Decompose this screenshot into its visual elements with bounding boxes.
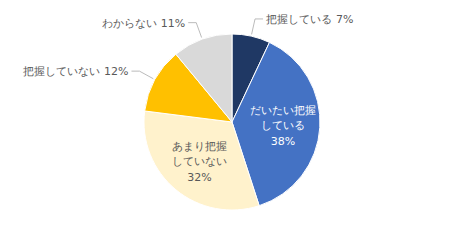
slice-category: あまり把握 — [172, 139, 227, 152]
leader-line — [252, 19, 263, 34]
slice-value: 12% — [104, 65, 128, 78]
slice-label: あまり把握していない 32% — [172, 139, 227, 183]
chart-container: 把握している 7% だいたい把握している 38% あまり把握していない 32% 把握していな… — [0, 0, 455, 229]
slice-label: わからない 11% — [102, 16, 185, 29]
slice-value: 38% — [271, 134, 295, 147]
slice-category: だいたい把握 — [250, 103, 316, 116]
slice-label: 把握している 7% — [266, 12, 353, 25]
labels: 把握している 7% だいたい把握している 38% あまり把握していない 32% 把握していな… — [23, 12, 353, 183]
slice-category: している — [261, 119, 305, 132]
slice-category: わからない — [102, 16, 157, 29]
pie-chart: 把握している 7% だいたい把握している 38% あまり把握していない 32% 把握していな… — [0, 0, 455, 229]
slice-category: 把握していない — [23, 65, 100, 78]
slices — [144, 34, 320, 210]
slice-category: 把握している — [266, 12, 332, 25]
slice-value: 11% — [161, 16, 185, 29]
slice-category: していない — [172, 155, 227, 168]
pie-slice — [176, 34, 232, 122]
slice-value: 32% — [187, 170, 211, 183]
slice-label: 把握していない 12% — [23, 65, 128, 78]
leader-line — [188, 23, 201, 38]
leader-line — [131, 71, 153, 79]
slice-label: だいたい把握している 38% — [250, 103, 316, 147]
slice-value: 7% — [336, 12, 353, 25]
pie-slice — [144, 111, 259, 210]
